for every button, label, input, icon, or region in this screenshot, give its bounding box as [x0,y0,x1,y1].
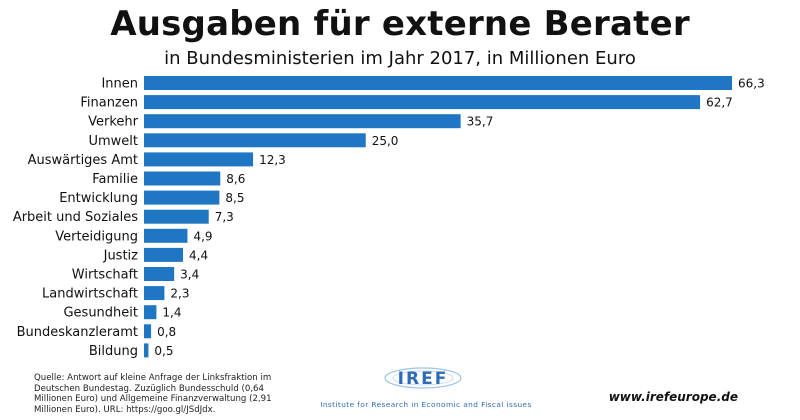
bar [144,286,165,301]
bar [144,228,188,243]
category-label: Landwirtschaft [42,287,138,302]
bar [144,190,220,205]
bar [144,133,366,148]
value-label: 4,9 [193,229,212,243]
bar [144,247,184,262]
value-label: 25,0 [372,134,399,148]
category-label: Justiz [103,248,139,263]
value-label: 35,7 [467,115,494,129]
category-label: Umwelt [88,134,138,149]
bar [144,305,157,320]
bar [144,114,461,129]
bar [144,152,254,167]
value-label: 3,4 [180,268,199,282]
category-label: Bundeskanzleramt [17,325,138,340]
value-label: 0,5 [154,344,173,358]
category-label: Verkehr [88,115,139,130]
bar [144,171,221,186]
chart-title: Ausgaben für externe Berater [110,4,690,44]
category-label: Innen [101,77,138,92]
value-label: 7,3 [215,210,234,224]
category-label: Verteidigung [55,229,138,244]
bar [144,343,149,358]
logo-text: IREF [398,369,449,389]
value-label: 12,3 [259,153,286,167]
value-label: 1,4 [162,306,181,320]
logo-tagline: Institute for Research in Economic and F… [320,400,532,409]
bar [144,209,209,224]
value-label: 2,3 [170,287,189,301]
value-label: 0,8 [157,325,176,339]
category-label: Arbeit und Soziales [13,210,138,225]
category-label: Finanzen [80,96,138,111]
website-link[interactable]: www.irefeurope.de [608,390,738,404]
value-label: 8,5 [225,191,244,205]
bar [144,324,152,339]
category-label: Wirtschaft [72,268,138,283]
bar-chart: Innen 66,3 Finanzen 62,7 Verkehr 35,7 Umwelt 25… [13,76,765,359]
iref-logo: IREF [384,367,462,389]
source-note: Quelle: Antwort auf kleine Anfrage der L… [34,373,272,415]
value-label: 4,4 [189,248,208,262]
category-label: Gesundheit [63,306,138,321]
category-label: Auswärtiges Amt [28,153,138,168]
bar [144,95,701,110]
bar [144,76,732,90]
chart-subtitle: in Bundesministerien im Jahr 2017, in Mi… [164,48,636,69]
category-label: Bildung [89,344,138,359]
value-label: 66,3 [738,77,765,91]
category-label: Entwicklung [59,191,138,206]
value-label: 8,6 [226,172,245,186]
bar [144,267,175,281]
category-label: Familie [92,172,138,187]
value-label: 62,7 [706,96,733,110]
